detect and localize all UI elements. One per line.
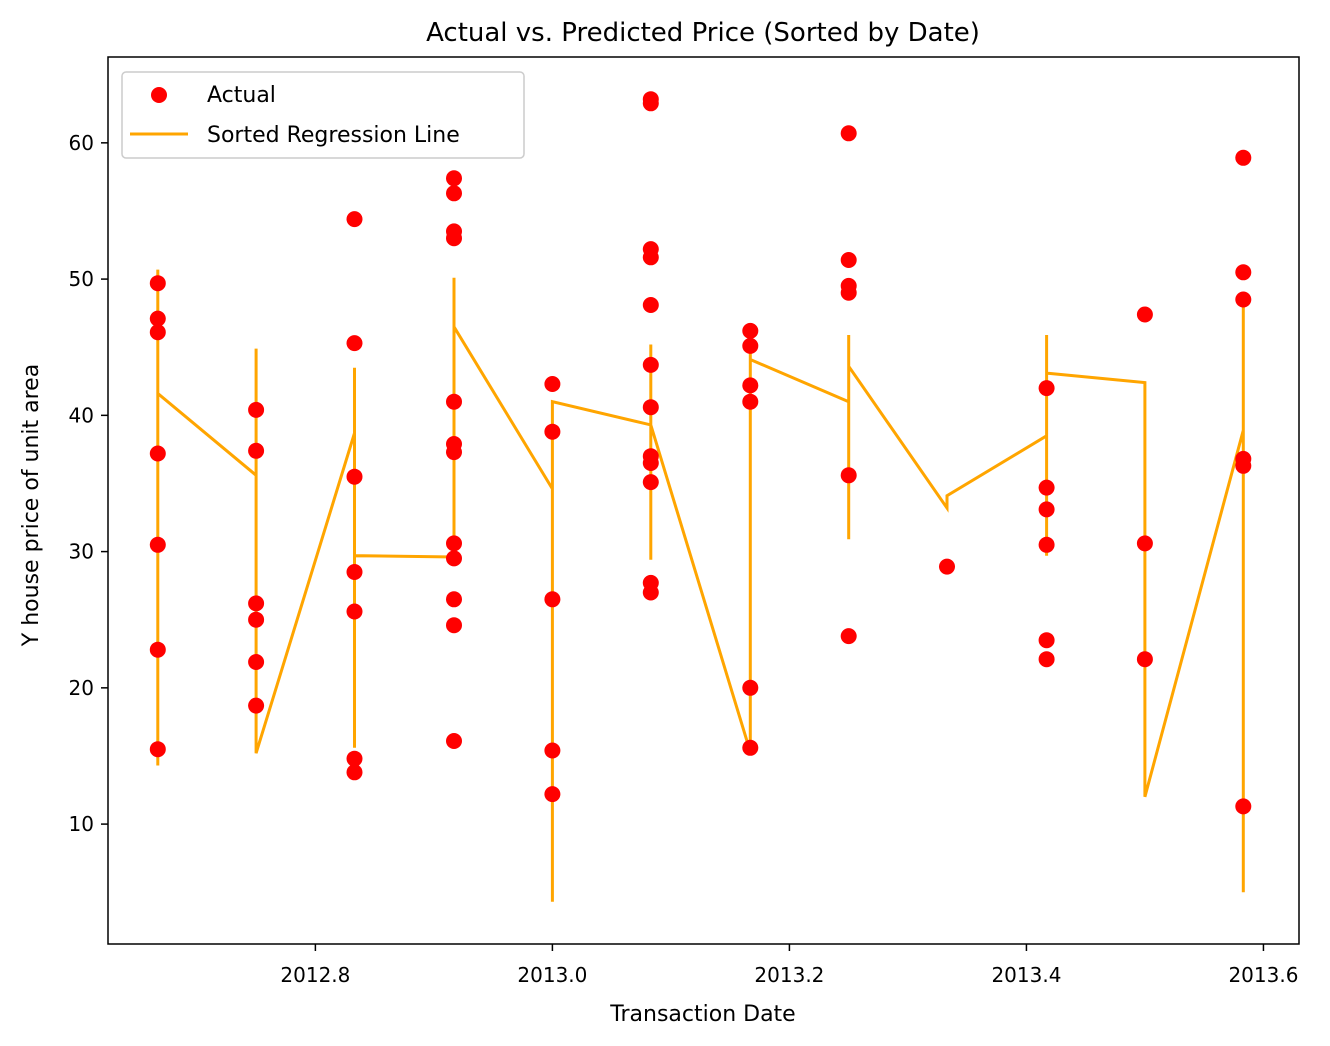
actual-point	[248, 654, 265, 670]
actual-point	[1038, 479, 1055, 496]
x-tick-label: 2013.2	[754, 963, 824, 987]
actual-point	[149, 324, 166, 341]
actual-point	[149, 310, 166, 327]
actual-point	[642, 95, 659, 112]
actual-point	[544, 591, 561, 608]
y-tick-label: 20	[69, 676, 94, 700]
actual-point	[1235, 457, 1252, 474]
x-tick-label: 2013.4	[991, 963, 1061, 987]
actual-point	[446, 550, 462, 567]
tick-marks: 2012.8 2013.0 2013.2 2013.4 2013.6 10 20 30 40 50…	[69, 131, 1299, 987]
actual-point	[346, 764, 363, 781]
actual-point	[149, 275, 166, 292]
x-tick-label: 2013.6	[1228, 963, 1298, 987]
legend: Actual Sorted Regression Line	[121, 71, 525, 159]
actual-point	[346, 603, 363, 620]
legend-frame	[121, 71, 525, 159]
actual-point	[248, 697, 265, 714]
regression-line	[156, 269, 1245, 902]
actual-point	[149, 641, 166, 658]
actual-point	[446, 393, 462, 410]
actual-point	[149, 445, 166, 462]
actual-point	[446, 170, 462, 187]
actual-point	[149, 536, 166, 553]
actual-point	[1235, 291, 1252, 308]
actual-point	[1235, 264, 1252, 281]
axes	[107, 56, 1300, 945]
chart-title: Actual vs. Predicted Price (Sorted by Da…	[426, 18, 980, 48]
actual-point	[446, 230, 462, 247]
actual-point	[642, 584, 659, 601]
actual-point	[1038, 536, 1055, 553]
actual-point	[446, 444, 462, 461]
x-tick-label: 2012.8	[280, 963, 350, 987]
actual-point	[346, 750, 363, 767]
actual-point	[742, 377, 759, 394]
actual-point	[840, 125, 857, 142]
actual-point	[642, 249, 659, 266]
actual-point	[1038, 380, 1055, 397]
plot-area	[149, 91, 1252, 902]
y-tick-label: 40	[69, 403, 94, 427]
actual-point	[840, 467, 857, 484]
actual-point	[248, 401, 265, 418]
legend-actual-label: Actual	[207, 83, 276, 108]
actual-point	[544, 786, 561, 803]
actual-point	[1038, 632, 1055, 649]
actual-point	[544, 742, 561, 759]
y-tick-label: 30	[69, 540, 94, 564]
actual-point	[1235, 149, 1252, 166]
actual-point	[840, 284, 857, 301]
actual-point	[248, 595, 265, 612]
actual-point	[742, 393, 759, 410]
actual-point	[742, 322, 759, 339]
x-tick-label: 2013.0	[517, 963, 587, 987]
y-tick-label: 10	[69, 812, 94, 836]
actual-point	[544, 423, 561, 440]
actual-point	[642, 356, 659, 373]
actual-point	[446, 733, 462, 749]
actual-point	[642, 474, 659, 491]
x-axis-label: Transaction Date	[609, 1002, 795, 1027]
actual-point	[742, 337, 759, 354]
y-tick-label: 50	[69, 267, 94, 291]
actual-point	[742, 679, 759, 696]
actual-point	[446, 617, 462, 634]
actual-point	[1136, 651, 1153, 668]
actual-point	[1136, 306, 1153, 323]
legend-regression-label: Sorted Regression Line	[207, 123, 460, 148]
actual-point	[446, 535, 462, 552]
actual-point	[346, 211, 363, 228]
actual-point	[939, 558, 955, 575]
y-axis-label: Y house price of unit area	[19, 364, 44, 647]
actual-point	[642, 399, 659, 416]
actual-point	[642, 297, 659, 313]
y-tick-label: 60	[69, 131, 94, 155]
legend-actual-marker	[151, 87, 167, 103]
actual-point	[840, 628, 857, 645]
actual-point	[346, 564, 363, 580]
actual-point	[1136, 535, 1153, 552]
actual-point	[346, 335, 363, 352]
actual-point	[446, 591, 462, 608]
actual-point	[446, 185, 462, 202]
actual-point	[149, 741, 166, 758]
actual-point	[1038, 651, 1055, 668]
actual-point	[1038, 501, 1055, 518]
actual-point	[346, 468, 363, 485]
actual-point	[840, 252, 857, 268]
actual-point	[742, 739, 759, 756]
actual-point	[642, 455, 659, 471]
actual-point	[248, 611, 265, 628]
actual-point	[544, 376, 561, 392]
actual-point	[1235, 798, 1252, 815]
actual-point	[248, 442, 265, 459]
axes-frame	[107, 56, 1300, 945]
